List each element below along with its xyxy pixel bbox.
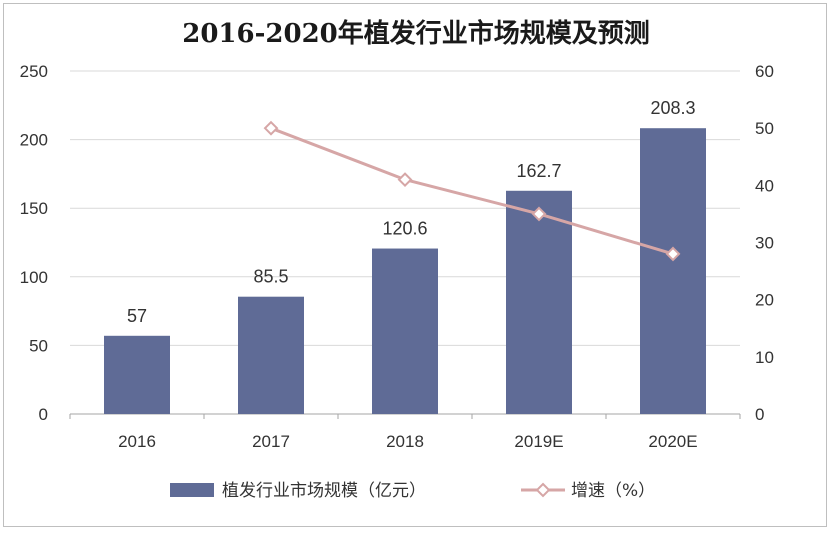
bar-data-label: 208.3 bbox=[650, 98, 695, 118]
right-axis-tick-label: 50 bbox=[755, 119, 774, 138]
right-axis-tick-label: 30 bbox=[755, 234, 774, 253]
bar bbox=[640, 128, 706, 414]
growth-point-marker bbox=[531, 206, 547, 222]
bar-data-labels: 57 85.5 120.6 162.7 208.3 bbox=[127, 98, 696, 326]
x-axis-tick-label: 2017 bbox=[252, 432, 290, 451]
x-axis-tick-label: 2020E bbox=[648, 432, 697, 451]
chart-title: 2016-2020年植发行业市场规模及预测 bbox=[182, 18, 650, 49]
left-axis-tick-label: 250 bbox=[20, 62, 48, 81]
bar bbox=[506, 190, 572, 414]
x-axis-tick-label: 2016 bbox=[118, 432, 156, 451]
bar bbox=[104, 335, 170, 414]
bar-data-label: 120.6 bbox=[382, 219, 427, 239]
bar-data-label: 162.7 bbox=[516, 161, 561, 181]
right-axis-tick-label: 60 bbox=[755, 62, 774, 81]
right-axis-tick-label: 0 bbox=[755, 405, 764, 424]
x-axis-tick-label: 2018 bbox=[386, 432, 424, 451]
bar bbox=[238, 296, 304, 414]
growth-point-marker bbox=[397, 172, 413, 188]
x-axis-ticks: 2016 2017 2018 2019E 2020E bbox=[69, 414, 741, 451]
gridlines bbox=[70, 70, 740, 415]
bar-data-label: 85.5 bbox=[253, 267, 288, 287]
left-axis-tick-label: 100 bbox=[20, 268, 48, 287]
legend-bar-swatch bbox=[170, 483, 214, 497]
right-axis-tick-label: 40 bbox=[755, 176, 774, 195]
bar-data-label: 57 bbox=[127, 306, 147, 326]
legend-line-marker bbox=[535, 482, 551, 498]
left-axis-tick-label: 150 bbox=[20, 199, 48, 218]
x-axis-tick-label: 2019E bbox=[514, 432, 563, 451]
growth-line-series bbox=[263, 120, 681, 262]
growth-line bbox=[270, 126, 674, 256]
bar bbox=[372, 248, 438, 414]
growth-point-marker bbox=[263, 120, 279, 136]
right-axis-tick-label: 20 bbox=[755, 291, 774, 310]
left-axis-tick-label: 50 bbox=[29, 336, 48, 355]
right-axis-ticks: 0 10 20 30 40 50 60 bbox=[755, 62, 774, 424]
right-axis-tick-label: 10 bbox=[755, 348, 774, 367]
growth-point-marker bbox=[665, 246, 681, 262]
left-axis-tick-label: 200 bbox=[20, 131, 48, 150]
legend-bar-label: 植发行业市场规模（亿元） bbox=[222, 481, 426, 501]
left-axis-ticks: 0 50 100 150 200 250 bbox=[20, 62, 48, 424]
legend: 植发行业市场规模（亿元） 增速（%） bbox=[170, 481, 655, 501]
legend-line-label: 增速（%） bbox=[571, 481, 655, 501]
bar-series bbox=[104, 128, 706, 414]
left-axis-tick-label: 0 bbox=[39, 405, 48, 424]
